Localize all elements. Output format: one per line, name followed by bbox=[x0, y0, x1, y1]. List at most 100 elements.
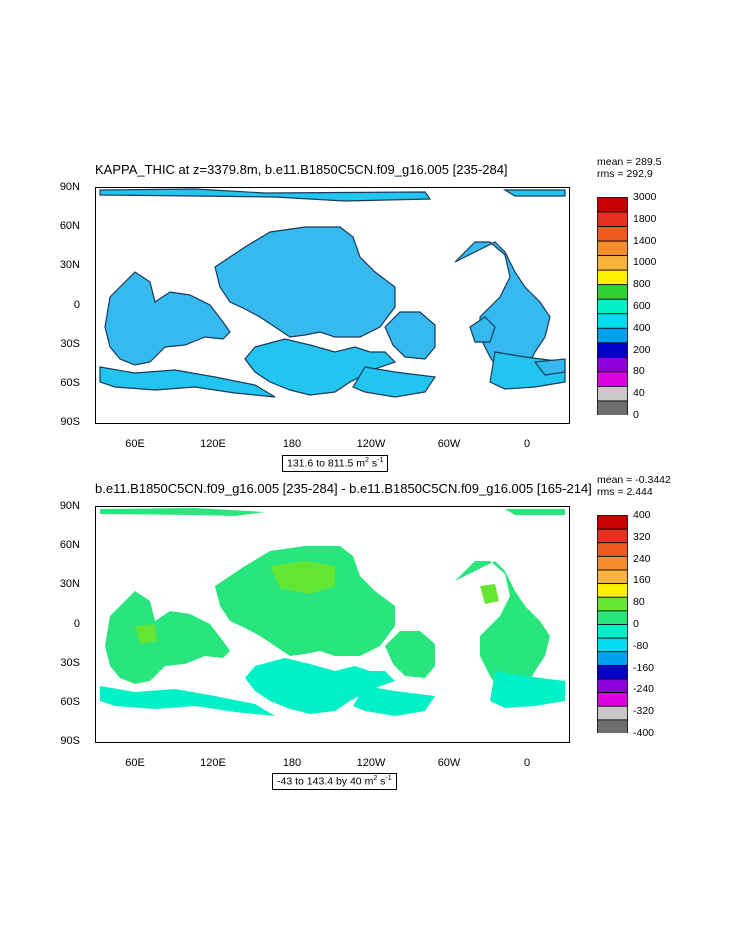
colorbar-box bbox=[597, 298, 628, 315]
panel2-map bbox=[95, 506, 570, 743]
colorbar-box bbox=[597, 719, 628, 733]
colorbar-box bbox=[597, 528, 628, 544]
panel1-lon-tick: 0 bbox=[523, 438, 531, 450]
panel1-lon-tick: 120W bbox=[356, 438, 386, 450]
colorbar-box bbox=[597, 664, 628, 680]
panel2-lat-tick: 60N bbox=[59, 539, 80, 551]
panel1-lon-tick: 60E bbox=[125, 438, 145, 450]
panel2-lon-tick: 60E bbox=[125, 757, 145, 769]
colorbar-label: -80 bbox=[633, 639, 649, 652]
colorbar-box bbox=[597, 226, 628, 242]
colorbar-box bbox=[597, 515, 628, 530]
colorbar-box bbox=[597, 692, 628, 707]
colorbar-box bbox=[597, 678, 628, 694]
panel1-lat-tick: 60S bbox=[60, 377, 80, 389]
colorbar-box bbox=[597, 356, 628, 373]
colorbar-label: 240 bbox=[633, 552, 651, 565]
panel1-range-text: 131.6 to 811.5 bbox=[287, 457, 354, 470]
panel2-lat-tick: 90S bbox=[60, 735, 80, 747]
panel2-title: b.e11.B1850C5CN.f09_g16.005 [235-284] - … bbox=[95, 481, 592, 496]
colorbar-label: -240 bbox=[633, 683, 655, 696]
panel1-map bbox=[95, 187, 570, 424]
panel2-range-text: -43 to 143.4 by 40 bbox=[277, 775, 362, 788]
panel1-frame bbox=[95, 187, 570, 424]
colorbar-label: 0 bbox=[633, 409, 639, 421]
panel1-units: m bbox=[356, 457, 366, 470]
colorbar-box bbox=[597, 386, 628, 402]
colorbar-label: 160 bbox=[633, 574, 651, 587]
panel2-units: m bbox=[364, 775, 374, 788]
colorbar-box bbox=[597, 400, 628, 415]
colorbar-label: 400 bbox=[633, 321, 651, 334]
colorbar-box bbox=[597, 371, 628, 387]
panel1-title: KAPPA_THIC at z=3379.8m, b.e11.B1850C5CN… bbox=[95, 162, 508, 177]
colorbar-label: 80 bbox=[633, 596, 645, 609]
colorbar-box bbox=[597, 240, 628, 257]
colorbar-label: 1000 bbox=[633, 256, 657, 269]
colorbar-box bbox=[597, 211, 628, 227]
colorbar-label: 3000 bbox=[633, 191, 657, 203]
panel2-lon-tick: 60W bbox=[437, 757, 461, 769]
colorbar-box bbox=[597, 269, 628, 286]
colorbar-box bbox=[597, 583, 628, 598]
panel1-range-box: 131.6 to 811.5 m2 s-1 bbox=[282, 455, 389, 472]
panel1-lat-tick: 30N bbox=[59, 259, 80, 271]
panel1-units-s: s bbox=[368, 457, 378, 470]
panel1-lon-tick: 120E bbox=[200, 438, 226, 450]
colorbar-box bbox=[597, 705, 628, 721]
panel1-mean: mean = 289.5 bbox=[597, 156, 662, 168]
colorbar-box bbox=[597, 284, 628, 300]
panel1-rms: rms = 292.9 bbox=[597, 168, 653, 180]
panel2-units-s: s bbox=[377, 775, 386, 788]
colorbar-box bbox=[597, 342, 628, 358]
panel1-lon-tick: 180 bbox=[282, 438, 302, 450]
colorbar-label: 1800 bbox=[633, 212, 657, 225]
panel2-lon-tick: 120W bbox=[356, 757, 386, 769]
panel1-lat-tick: 90S bbox=[60, 416, 80, 428]
colorbar-box bbox=[597, 610, 628, 625]
panel1-lat-tick: 0 bbox=[73, 299, 80, 311]
panel2-lon-tick: 120E bbox=[200, 757, 226, 769]
colorbar-label: 1400 bbox=[633, 234, 657, 247]
colorbar-box bbox=[597, 327, 628, 344]
colorbar-label: 600 bbox=[633, 300, 651, 312]
panel2-range-box: -43 to 143.4 by 40 m2 s-1 bbox=[272, 773, 397, 790]
colorbar-box bbox=[597, 651, 628, 666]
panel2-lat-tick: 60S bbox=[60, 696, 80, 708]
panel2-lat-tick: 30S bbox=[60, 657, 80, 669]
colorbar-label: 800 bbox=[633, 278, 651, 291]
panel1-colorbar bbox=[597, 197, 628, 415]
panel2-frame bbox=[95, 506, 570, 743]
colorbar-box bbox=[597, 596, 628, 612]
panel2-lat-tick: 90N bbox=[59, 500, 80, 512]
panel1-lat-tick: 90N bbox=[59, 181, 80, 193]
panel1-units-exp1: 2 bbox=[365, 457, 369, 464]
colorbar-box bbox=[597, 313, 628, 329]
panel2-colorbar bbox=[597, 515, 628, 733]
panel2-lon-tick: 180 bbox=[282, 757, 302, 769]
panel1-lon-tick: 60W bbox=[437, 438, 461, 450]
colorbar-box bbox=[597, 555, 628, 571]
colorbar-label: 200 bbox=[633, 343, 651, 356]
panel1-lat-tick: 30S bbox=[60, 338, 80, 350]
panel2-units-exp2: -1 bbox=[385, 775, 392, 782]
colorbar-label: 400 bbox=[633, 509, 651, 521]
panel1-lat-tick: 60N bbox=[59, 220, 80, 232]
colorbar-box bbox=[597, 569, 628, 585]
panel2-lon-tick: 0 bbox=[523, 757, 531, 769]
panel1-units-exp2: -1 bbox=[377, 457, 384, 464]
panel2-rms: rms = 2.444 bbox=[597, 486, 653, 498]
panel2-lat-tick: 30N bbox=[59, 578, 80, 590]
colorbar-label: -160 bbox=[633, 661, 655, 674]
panel2-units-exp1: 2 bbox=[373, 775, 378, 782]
panel2-mean: mean = -0.3442 bbox=[597, 474, 671, 486]
colorbar-label: 80 bbox=[633, 365, 645, 378]
colorbar-label: 320 bbox=[633, 530, 651, 543]
colorbar-box bbox=[597, 255, 628, 271]
colorbar-box bbox=[597, 624, 628, 639]
colorbar-label: -400 bbox=[633, 727, 655, 739]
colorbar-box bbox=[597, 637, 628, 653]
panel2-lat-tick: 0 bbox=[73, 618, 80, 630]
colorbar-box bbox=[597, 542, 628, 557]
colorbar-label: 0 bbox=[633, 618, 639, 630]
